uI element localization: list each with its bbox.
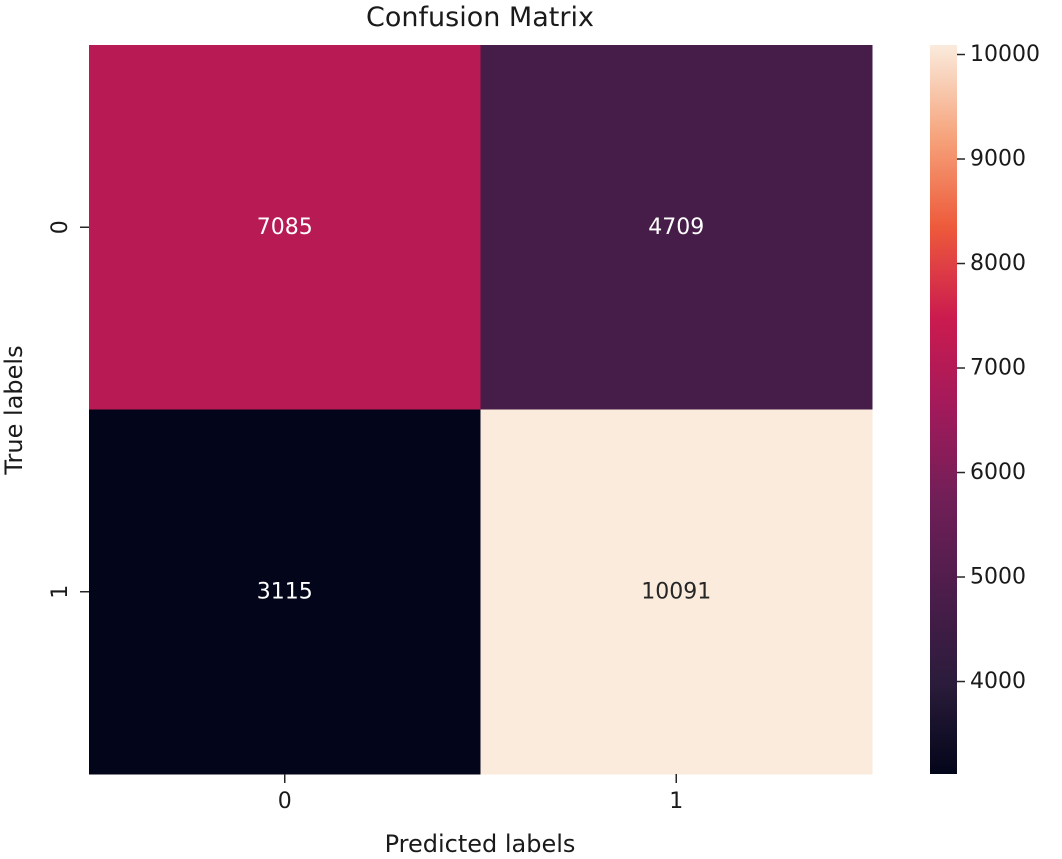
x-tick-label-1: 1 (669, 789, 683, 814)
y-tick-label-0: 0 (48, 220, 73, 234)
colorbar-tick-label-2: 6000 (970, 460, 1026, 485)
cell-value-r0-c0: 7085 (257, 215, 313, 240)
y-axis-label: True labels (0, 345, 28, 475)
heatmap-cell-r0-c0 (89, 45, 481, 410)
x-tick-label-0: 0 (278, 789, 292, 814)
x-axis-label: Predicted labels (385, 830, 576, 855)
colorbar-tick-label-4: 8000 (970, 251, 1026, 276)
colorbar-tick-label-5: 9000 (970, 147, 1026, 172)
colorbar-tick-label-3: 7000 (970, 356, 1026, 381)
heatmap-cells (89, 45, 873, 775)
heatmap-cell-r1-c0 (89, 409, 481, 775)
colorbar-tick-label-0: 4000 (970, 669, 1026, 694)
y-axis-ticks: 01 (48, 220, 89, 599)
heatmap-cell-r1-c1 (480, 409, 873, 775)
heatmap-cell-labels: 7085 4709 3115 10091 (257, 215, 712, 605)
cell-value-r1-c0: 3115 (257, 579, 313, 604)
cell-value-r1-c1: 10091 (641, 579, 711, 604)
heatmap-cell-r0-c1 (480, 45, 873, 410)
colorbar-ticks: 4000 5000 6000 7000 8000 9000 10000 (957, 42, 1040, 694)
colorbar (930, 45, 957, 774)
y-tick-label-1: 1 (48, 585, 73, 599)
colorbar-tick-label-1: 5000 (970, 565, 1026, 590)
chart-title: Confusion Matrix (366, 2, 594, 33)
cell-value-r0-c1: 4709 (648, 215, 704, 240)
colorbar-tick-label-6: 10000 (970, 42, 1040, 67)
